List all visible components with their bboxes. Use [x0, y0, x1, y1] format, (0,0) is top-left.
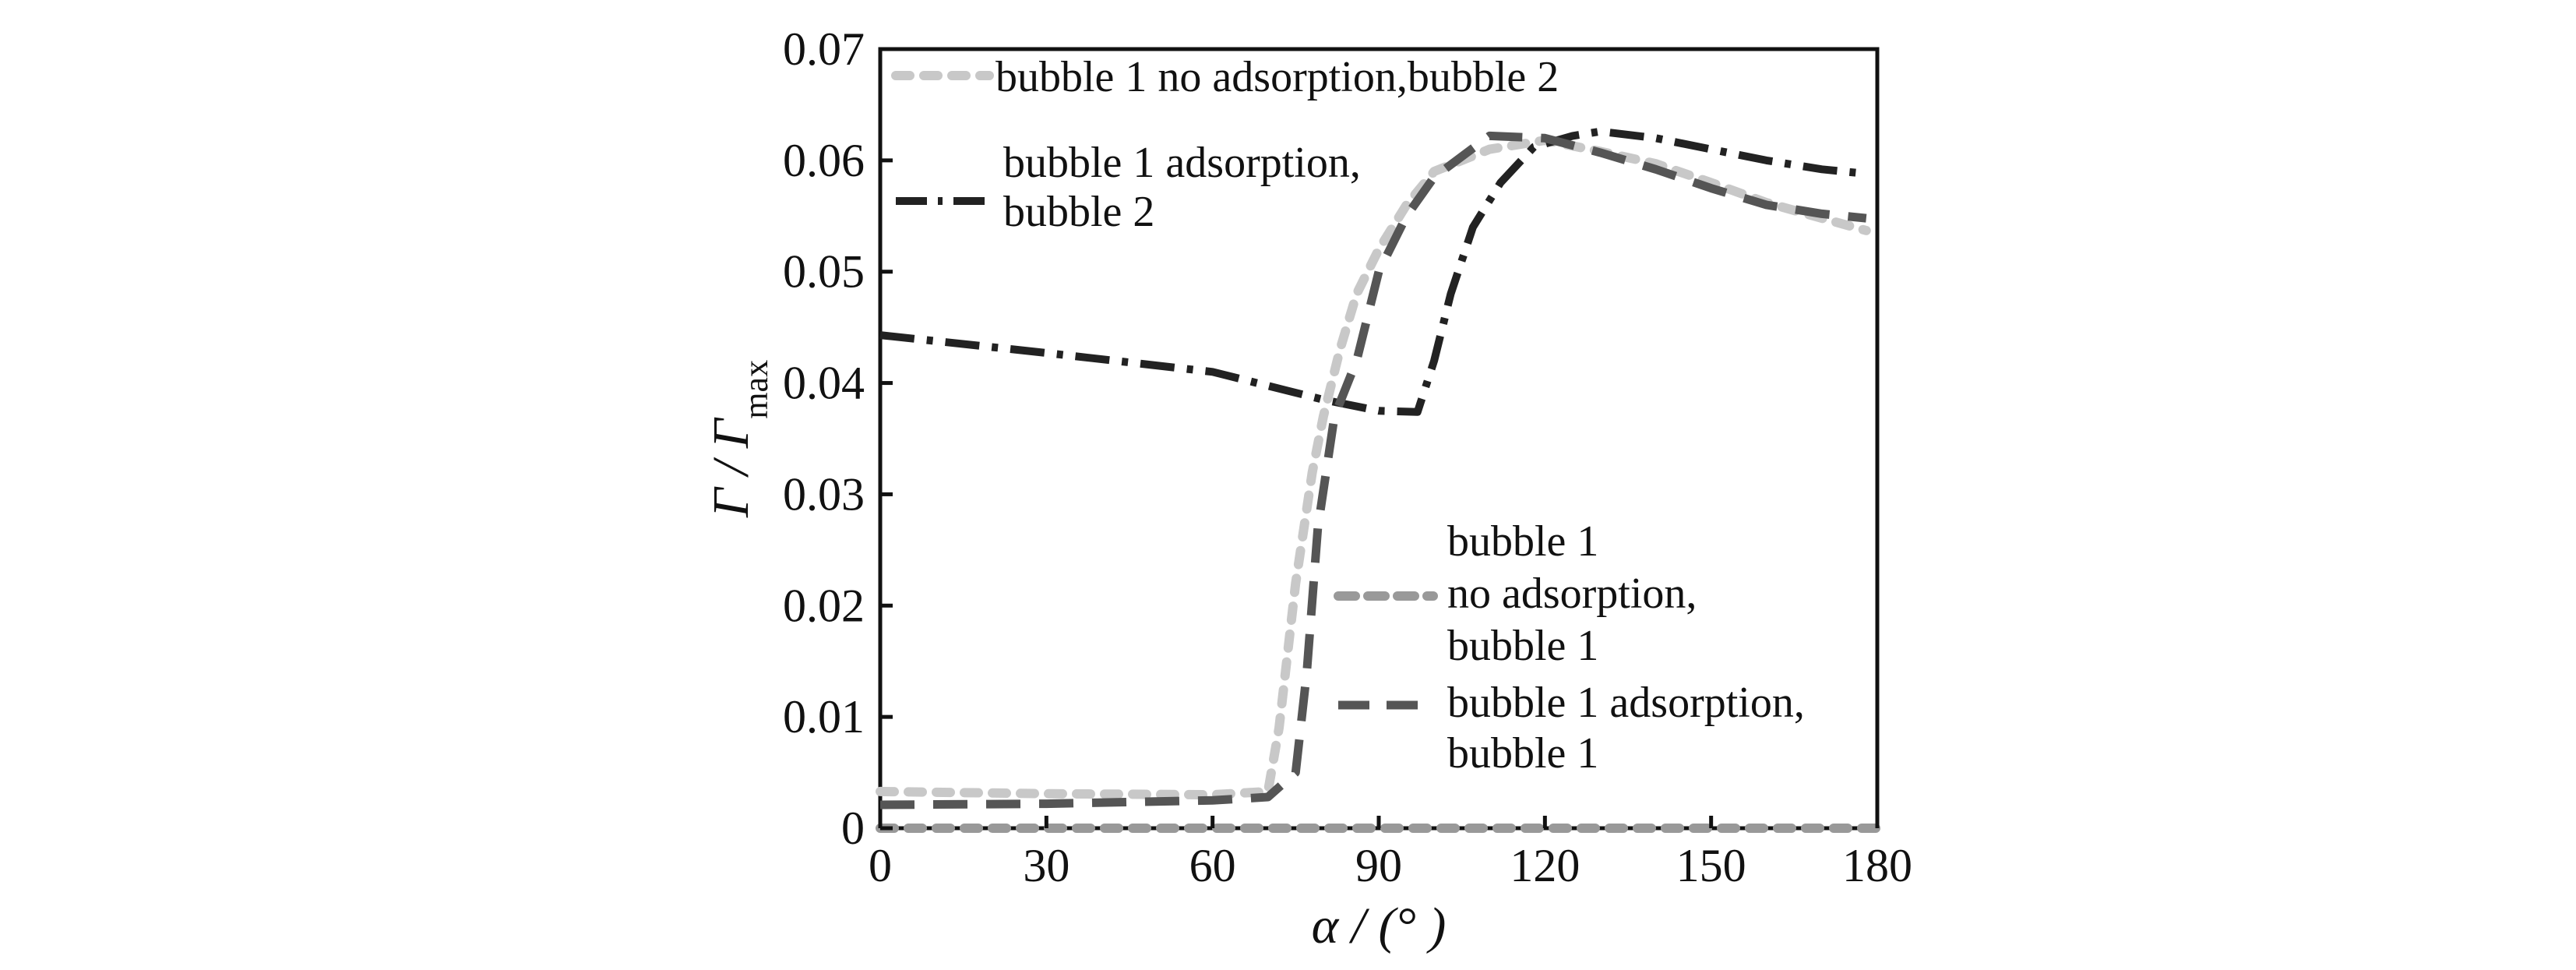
legend-label: bubble 2 — [1003, 188, 1154, 236]
legend-label: bubble 1 — [1447, 622, 1598, 670]
x-axis-label: α / (° ) — [1312, 898, 1447, 954]
x-tick-label: 0 — [869, 840, 892, 891]
legend-entry-no-adsorption-bubble-1: bubble 1 no adsorption, bubble 1 — [1334, 517, 1697, 670]
x-tick-label: 150 — [1676, 840, 1746, 891]
legend-entry-adsorption-bubble-1: bubble 1 adsorption, bubble 1 — [1338, 679, 1805, 778]
y-tick-label: 0.03 — [783, 468, 865, 520]
legend-entry-adsorption-bubble-2: bubble 1 adsorption, bubble 2 — [896, 139, 1361, 236]
x-tick-label: 120 — [1510, 840, 1580, 891]
y-tick-label: 0.01 — [783, 691, 865, 742]
y-tick-label: 0.05 — [783, 246, 865, 298]
ticks-layer: 0 30 60 90 120 150 180 0 0.01 0.02 0.03 0.04 0.05 0.0… — [783, 23, 1912, 891]
x-tick-label: 90 — [1355, 840, 1402, 891]
legend-label: no adsorption, — [1447, 570, 1697, 618]
legend-label: bubble 1 — [1447, 729, 1598, 778]
x-tick-label: 180 — [1842, 840, 1912, 891]
y-axis-label-main: Γ / Γ — [703, 417, 759, 518]
x-tick-label: 30 — [1023, 840, 1070, 891]
y-axis-label-subscript: max — [737, 360, 775, 419]
series-line-4 — [879, 131, 1867, 810]
legend-label: bubble 1 adsorption, — [1447, 679, 1805, 727]
series-line-1 — [876, 136, 1871, 800]
legend-label: bubble 1 no adsorption,bubble 2 — [996, 53, 1559, 101]
x-tick-label: 60 — [1189, 840, 1236, 891]
y-tick-label: 0.04 — [783, 358, 865, 409]
y-tick-label: 0.07 — [783, 23, 865, 75]
y-tick-label: 0.06 — [783, 135, 865, 186]
y-axis-label: Γ / Γmax — [703, 360, 775, 518]
legend-entry-no-adsorption-bubble-2: bubble 1 no adsorption,bubble 2 — [891, 53, 1559, 101]
legend-label: bubble 1 — [1447, 517, 1598, 566]
y-tick-label: 0.02 — [783, 580, 865, 631]
legend-label: bubble 1 adsorption, — [1003, 139, 1361, 187]
y-tick-label: 0 — [841, 802, 865, 854]
